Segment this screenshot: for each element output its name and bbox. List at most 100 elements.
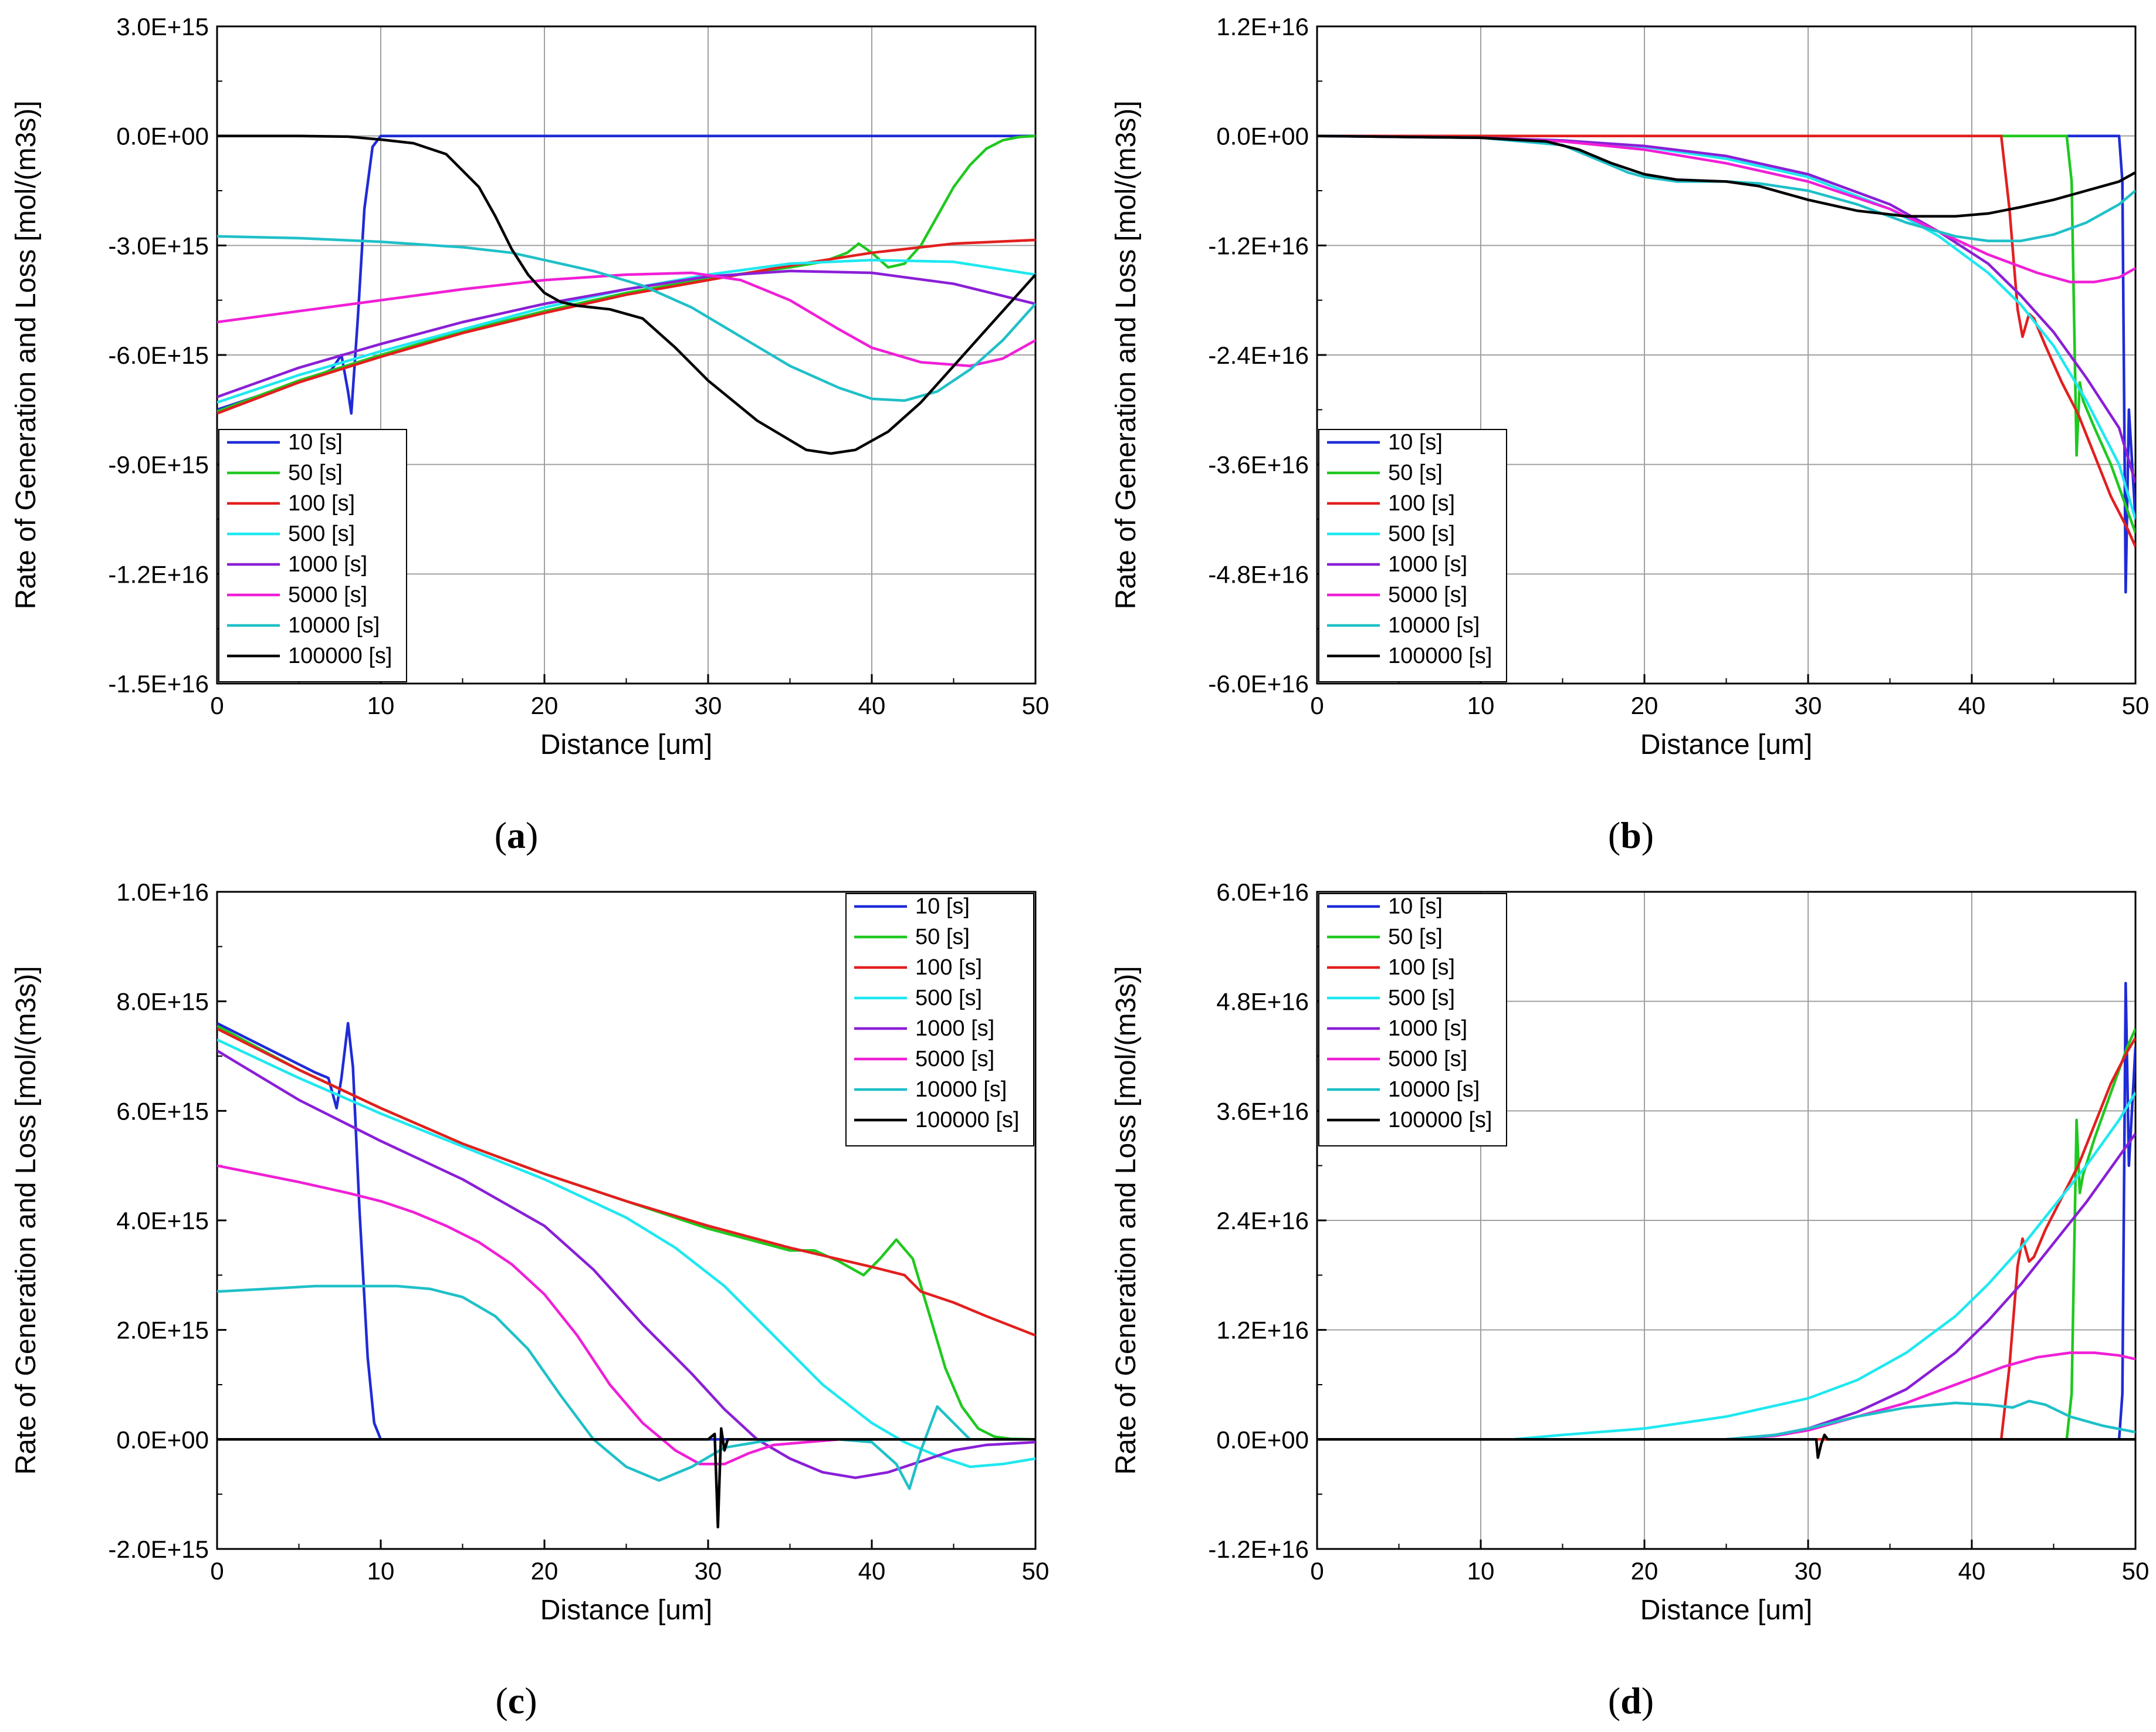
panel-a-y-tick-label: -1.5E+16 xyxy=(108,670,209,698)
panel-a-y-tick-label: -3.0E+15 xyxy=(108,232,209,259)
panel-c-y-tick-label: 6.0E+15 xyxy=(116,1097,209,1125)
panel-c-series-100s xyxy=(217,1027,1035,1337)
panel-a-legend: 10 [s] 50 [s] 100 [s] 500 [s] 1000 [s] 5000 [… xyxy=(218,429,407,682)
panel-c-y-tick-label: 4.0E+15 xyxy=(116,1207,209,1234)
panel-b-y-tick-label: -4.8E+16 xyxy=(1208,560,1309,588)
panel-c-y-tick-label: 8.0E+15 xyxy=(116,988,209,1016)
panel-c-label: (c) xyxy=(495,1680,537,1721)
panel-d-x-tick-label: 20 xyxy=(1631,1557,1659,1585)
panel-b-x-tick-label: 40 xyxy=(1958,692,1986,719)
panel-d-y-tick-label: 4.8E+16 xyxy=(1216,988,1309,1016)
panel-a-series-50s xyxy=(217,134,1035,413)
panel-c-x-tick-label: 10 xyxy=(367,1557,395,1585)
panel-a-legend-label: 100000 [s] xyxy=(288,644,392,668)
panel-a-series-1000s xyxy=(217,269,1035,398)
panel-b-label: (b) xyxy=(1608,814,1654,856)
panel-c-y-tick-label: -2.0E+15 xyxy=(108,1535,209,1563)
panel-d-legend-label: 1000 [s] xyxy=(1388,1016,1467,1041)
panel-c-x-axis-title: Distance [um] xyxy=(540,1595,712,1626)
panel-d-legend: 10 [s] 50 [s] 100 [s] 500 [s] 1000 [s] 5000 [… xyxy=(1318,893,1507,1146)
panel-a-series-10000s xyxy=(217,235,1035,402)
panel-d-y-tick-label: -1.2E+16 xyxy=(1208,1535,1309,1563)
panel-d-legend-label: 50 [s] xyxy=(1388,925,1443,949)
panel-b-legend-box xyxy=(1318,429,1507,682)
panel-c-x-tick-label: 50 xyxy=(1022,1557,1050,1585)
panel-c-series-500s xyxy=(217,1038,1035,1469)
panel-c-y-tick-label: 0.0E+00 xyxy=(116,1426,209,1453)
panel-a-x-tick-label: 10 xyxy=(367,692,395,719)
panel-c-series-5000s xyxy=(217,1164,1035,1466)
panel-a-series-100000s xyxy=(217,134,1035,455)
panel-b-series-1000s xyxy=(1317,134,2135,483)
panel-b-series-100000s xyxy=(1317,134,2135,218)
panel-c-legend-label: 1000 [s] xyxy=(915,1016,994,1041)
panel-c-series-100000s xyxy=(217,1427,1035,1528)
panel-d-y-tick-label: 3.6E+16 xyxy=(1216,1097,1309,1125)
panel-b-legend-label: 100 [s] xyxy=(1388,491,1455,516)
panel-c-y-axis-title: Rate of Generation and Loss [mol/(m3s)] xyxy=(11,966,42,1474)
panel-d-legend-box xyxy=(1318,893,1507,1146)
panel-a-legend-label: 10000 [s] xyxy=(288,613,380,638)
panel-c-series-1000s xyxy=(217,1049,1035,1479)
panel-c-legend-label: 100 [s] xyxy=(915,955,982,980)
panel-a-legend-label: 50 [s] xyxy=(288,461,343,485)
panel-d-x-axis-title: Distance [um] xyxy=(1640,1595,1812,1626)
panel-c-x-tick-label: 40 xyxy=(858,1557,886,1585)
panel-c-legend-label: 10 [s] xyxy=(915,894,970,919)
panel-c-legend-label: 5000 [s] xyxy=(915,1047,994,1071)
panel-d-series-1000s xyxy=(1317,1132,2135,1441)
panel-b-legend-label: 5000 [s] xyxy=(1388,583,1467,607)
panel-d-legend-label: 10 [s] xyxy=(1388,894,1443,919)
panel-c-y-tick-label: 1.0E+16 xyxy=(116,878,209,906)
panel-b-x-tick-label: 0 xyxy=(1310,692,1324,719)
panel-d-legend-label: 500 [s] xyxy=(1388,986,1455,1010)
panel-a-legend-label: 1000 [s] xyxy=(288,552,367,577)
panel-c-y-tick-label: 2.0E+15 xyxy=(116,1317,209,1344)
panel-a-series-100s xyxy=(217,238,1035,415)
panel-c-legend-label: 50 [s] xyxy=(915,925,970,949)
panel-d-label: (d) xyxy=(1608,1680,1654,1721)
panel-b-x-tick-label: 30 xyxy=(1795,692,1822,719)
panel-b-series-group xyxy=(1317,134,2135,594)
panel-d-x-tick-label: 50 xyxy=(2122,1557,2150,1585)
panel-a-legend-label: 500 [s] xyxy=(288,522,355,546)
panel-a-y-tick-label: 0.0E+00 xyxy=(116,123,209,150)
panel-d-chart: 0 10 20 30 40 50 6.0E+16 4.8E+16 3.6E+16 2.4E+16 1… xyxy=(1111,878,2149,1721)
panel-d-x-tick-label: 10 xyxy=(1467,1557,1495,1585)
panel-d-series-100000s xyxy=(1317,1433,2135,1459)
panel-a-series-5000s xyxy=(217,271,1035,367)
panel-c-chart: 0 10 20 30 40 50 1.0E+16 8.0E+15 6.0E+15 4.0E+15 2… xyxy=(11,878,1049,1721)
panel-d-y-tick-label: 6.0E+16 xyxy=(1216,878,1309,906)
panel-d-y-axis-title: Rate of Generation and Loss [mol/(m3s)] xyxy=(1111,966,1142,1474)
panel-d-legend-label: 100000 [s] xyxy=(1388,1108,1492,1132)
panel-a-y-tick-label: -1.2E+16 xyxy=(108,560,209,588)
panel-a-series-group xyxy=(217,134,1035,455)
panel-a-legend-label: 5000 [s] xyxy=(288,583,367,607)
panel-d-series-10000s xyxy=(1317,1399,2135,1441)
panel-c-legend-label: 10000 [s] xyxy=(915,1077,1007,1102)
panel-a-x-tick-label: 50 xyxy=(1022,692,1050,719)
panel-c-legend-label: 100000 [s] xyxy=(915,1108,1019,1132)
panel-b-y-tick-label: 0.0E+00 xyxy=(1216,123,1309,150)
panel-b-legend-label: 10 [s] xyxy=(1388,430,1443,455)
panel-b-y-tick-label: 1.2E+16 xyxy=(1216,13,1309,40)
panel-b-legend-label: 1000 [s] xyxy=(1388,552,1467,577)
panel-a-x-tick-label: 30 xyxy=(695,692,722,719)
panel-c-x-tick-label: 30 xyxy=(695,1557,722,1585)
panel-b-x-tick-label: 50 xyxy=(2122,692,2150,719)
panel-b-y-tick-label: -3.6E+16 xyxy=(1208,451,1309,479)
panel-d-x-tick-label: 0 xyxy=(1310,1557,1324,1585)
panel-a-legend-label: 10 [s] xyxy=(288,430,343,455)
panel-a-legend-label: 100 [s] xyxy=(288,491,355,516)
panel-c-legend-label: 500 [s] xyxy=(915,986,982,1010)
panel-c-series-10000s xyxy=(217,1284,1035,1490)
panel-a-y-tick-label: 3.0E+15 xyxy=(116,13,209,40)
panel-b-y-tick-label: -1.2E+16 xyxy=(1208,232,1309,259)
panel-b-series-10000s xyxy=(1317,134,2135,242)
panel-b-x-tick-label: 10 xyxy=(1467,692,1495,719)
panel-a-x-axis-title: Distance [um] xyxy=(540,729,712,760)
panel-b-legend-label: 10000 [s] xyxy=(1388,613,1480,638)
panel-a-y-tick-label: -6.0E+15 xyxy=(108,341,209,369)
panel-a-y-axis-title: Rate of Generation and Loss [mol/(m3s)] xyxy=(11,100,42,609)
